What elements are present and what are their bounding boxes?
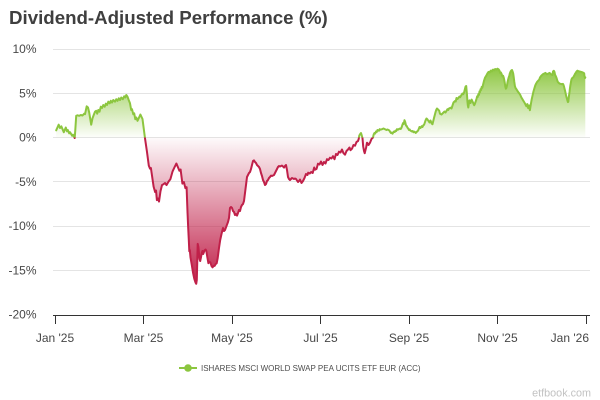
svg-text:Jul '25: Jul '25 — [303, 331, 338, 345]
svg-text:May '25: May '25 — [211, 331, 253, 345]
svg-text:-15%: -15% — [8, 263, 36, 277]
svg-text:-20%: -20% — [8, 308, 36, 322]
svg-text:5%: 5% — [19, 86, 37, 100]
svg-text:etfbook.com: etfbook.com — [532, 388, 591, 400]
svg-text:0%: 0% — [19, 131, 37, 145]
svg-text:10%: 10% — [12, 42, 36, 56]
svg-text:-5%: -5% — [15, 175, 37, 189]
svg-text:Mar '25: Mar '25 — [124, 331, 164, 345]
svg-text:Jan '25: Jan '25 — [36, 331, 75, 345]
svg-text:Nov '25: Nov '25 — [477, 331, 518, 345]
svg-text:Jan '26: Jan '26 — [551, 331, 590, 345]
svg-text:Dividend-Adjusted Performance: Dividend-Adjusted Performance (%) — [9, 7, 328, 28]
svg-text:Sep '25: Sep '25 — [389, 331, 430, 345]
svg-text:ISHARES MSCI WORLD SWAP PEA UC: ISHARES MSCI WORLD SWAP PEA UCITS ETF EU… — [201, 364, 421, 373]
svg-text:-10%: -10% — [8, 219, 36, 233]
